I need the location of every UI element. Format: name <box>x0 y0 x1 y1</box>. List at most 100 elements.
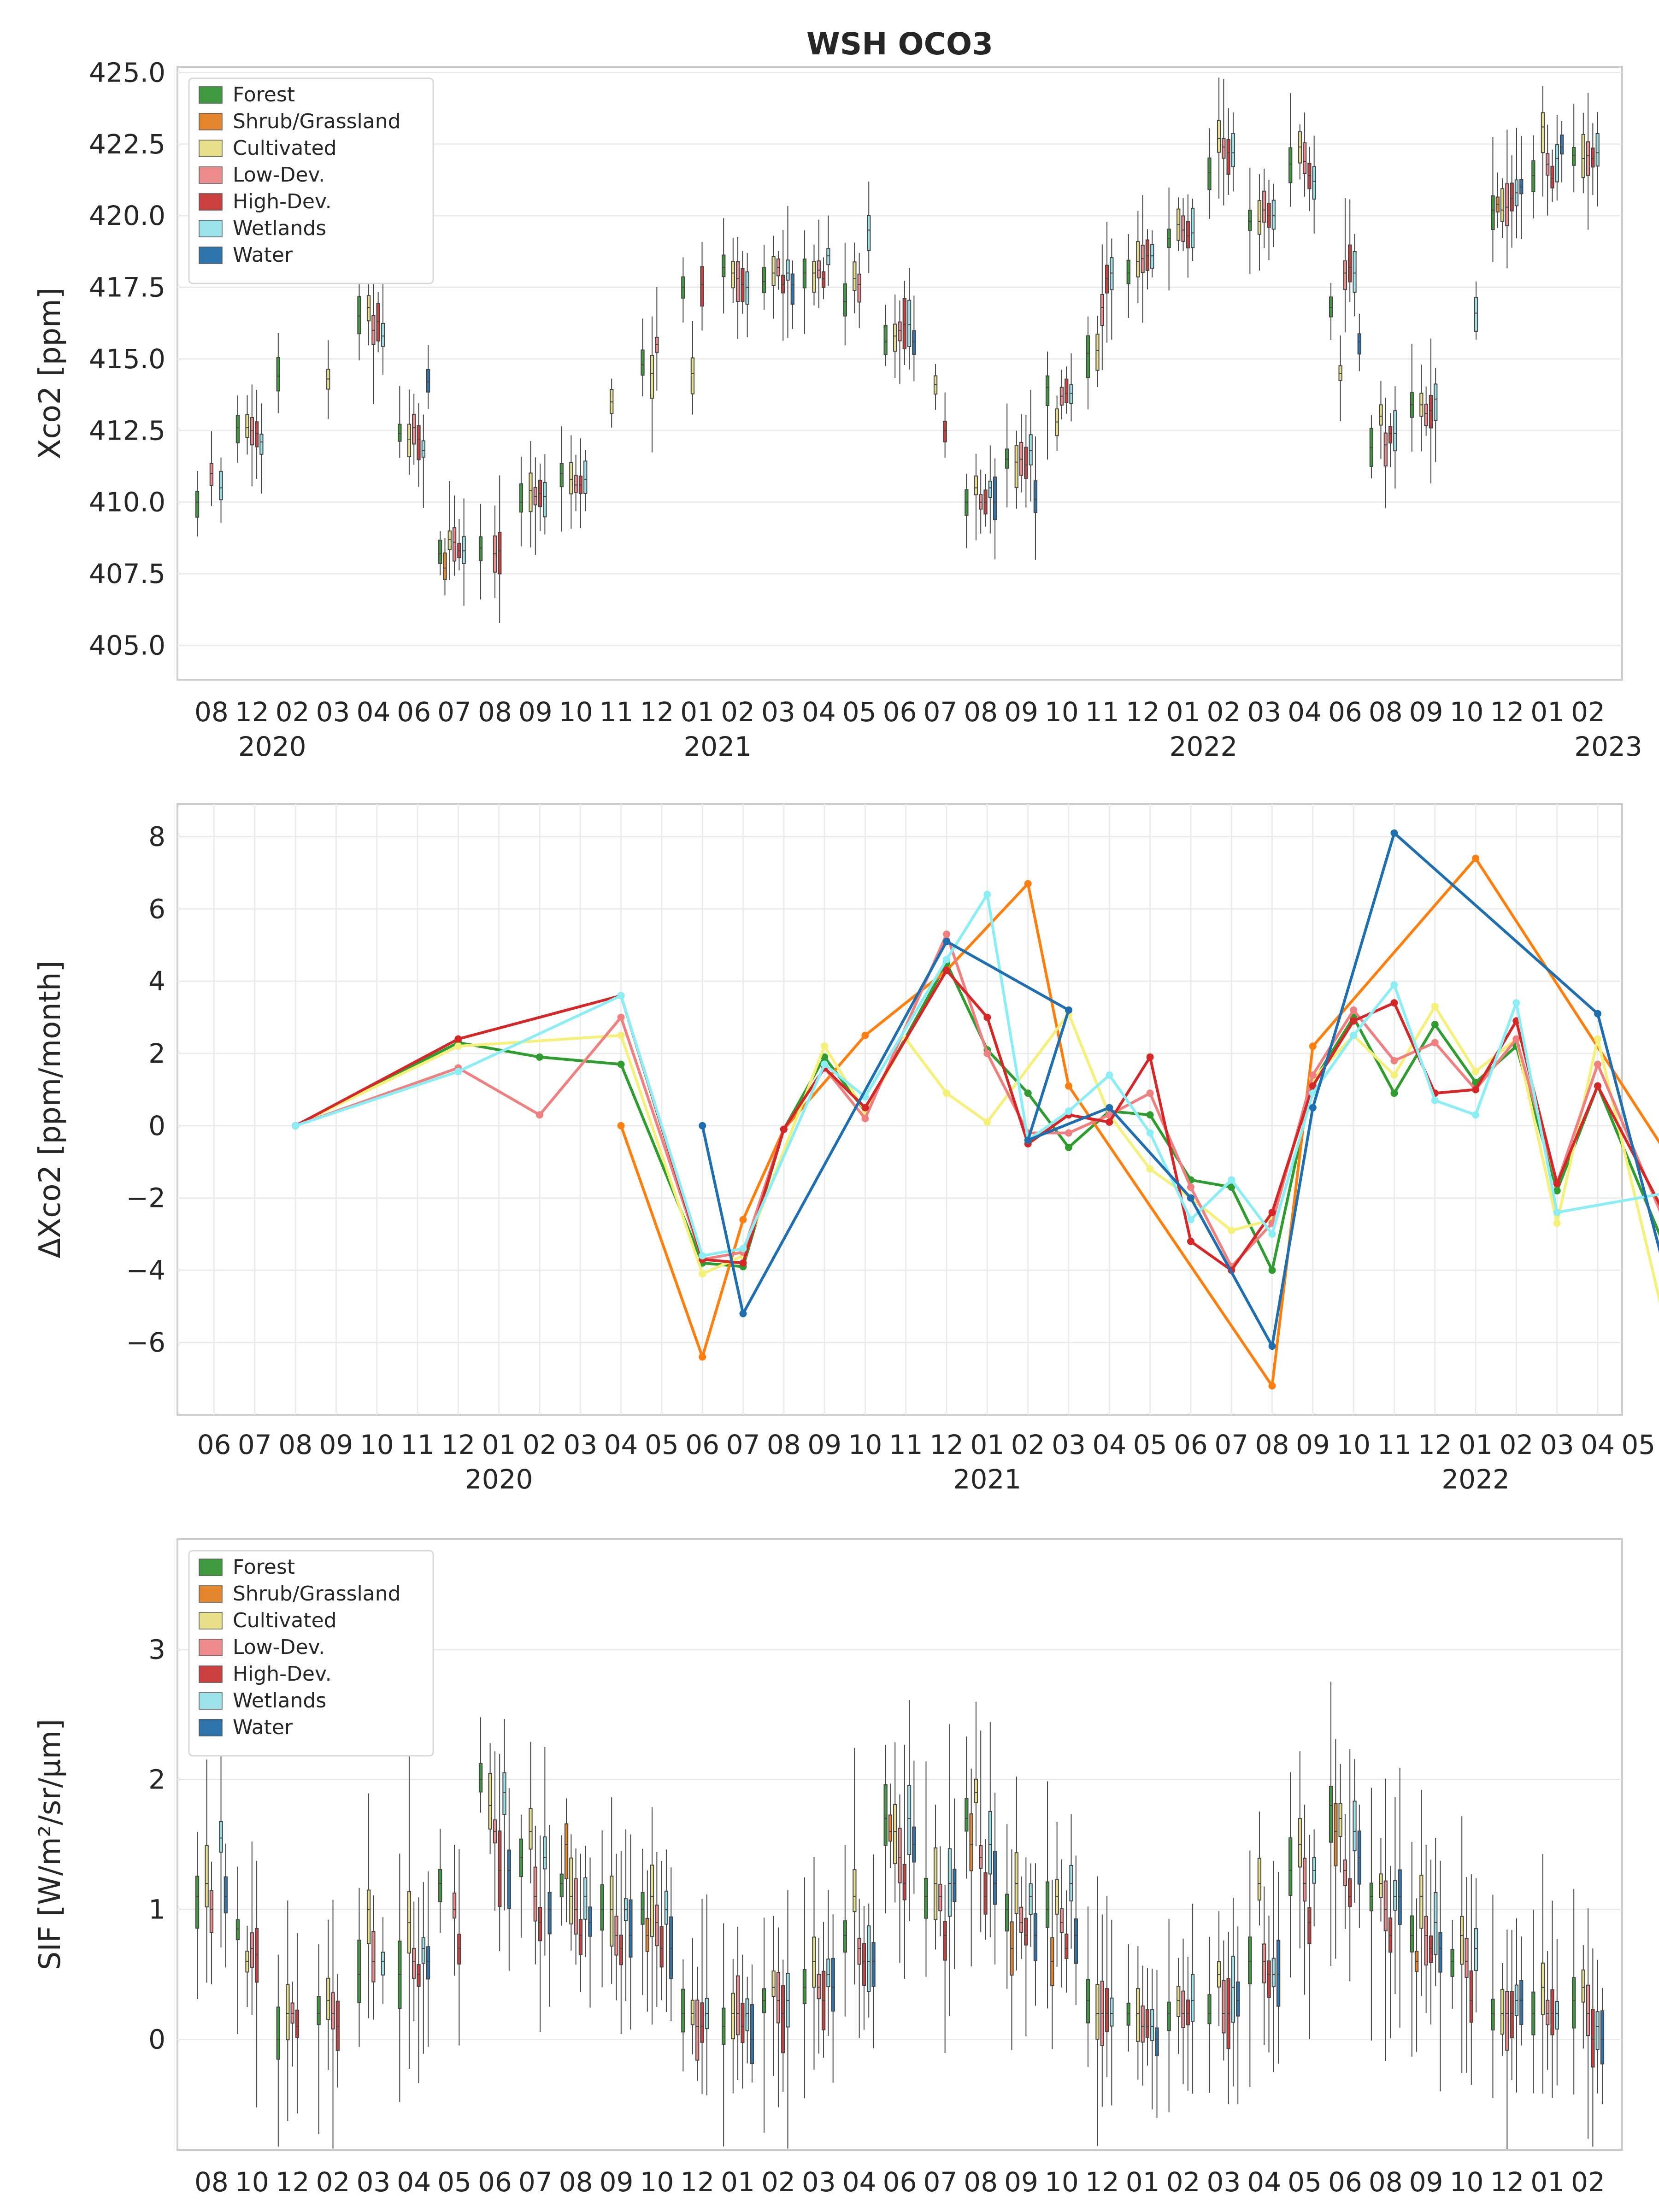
box-water-20 <box>993 1792 997 1965</box>
x-tick-label: 06 <box>197 1429 231 1460</box>
legend-swatch <box>199 193 223 211</box>
x-tick-label: 10 <box>1450 696 1484 728</box>
legend-swatch <box>199 113 223 130</box>
box-body <box>224 1876 228 1914</box>
x-tick-label: 04 <box>1288 696 1322 728</box>
box-wetlands-27 <box>1271 183 1276 247</box>
x-tick-label: 11 <box>1377 1429 1412 1460</box>
box-water-14 <box>750 1965 754 2083</box>
x-tick-label: 12 <box>680 2166 714 2198</box>
box-low-dev--25 <box>1181 1938 1185 2084</box>
legend-swatch <box>199 1692 223 1710</box>
box-forest-9 <box>519 457 524 547</box>
box-body <box>1519 1980 1524 2025</box>
box-body <box>412 414 416 445</box>
box-low-dev--29 <box>1343 1814 1347 1930</box>
box-forest-33 <box>1491 1894 1495 2098</box>
box-body <box>447 530 452 550</box>
box-high-dev--27 <box>1267 179 1271 260</box>
series-point <box>1472 1068 1480 1076</box>
box-body <box>205 1845 209 1907</box>
box-low-dev--16 <box>817 1938 821 2054</box>
box-body <box>1581 134 1585 178</box>
series-point <box>861 1115 869 1123</box>
box-body <box>462 536 466 564</box>
box-body <box>1136 1988 1140 2042</box>
box-cultivated-4 <box>326 340 330 419</box>
box-body <box>426 1946 430 1980</box>
box-wetlands-5 <box>381 272 385 375</box>
box-body <box>1465 1938 1469 1978</box>
x-tick-label: 12 <box>1490 2166 1524 2198</box>
y-tick-label: 412.5 <box>89 415 165 446</box>
box-high-dev--16 <box>821 1922 826 2058</box>
box-high-dev--30 <box>1388 413 1393 468</box>
box-low-dev--9 <box>533 457 537 555</box>
x-tick-label: 03 <box>1540 1429 1574 1460</box>
box-body <box>1302 1858 1307 1902</box>
box-body <box>1231 1955 1235 2023</box>
box-body <box>1410 1915 1414 1953</box>
box-high-dev--15 <box>781 230 785 341</box>
box-low-dev--21 <box>1019 1876 1024 1959</box>
x-tick-label: 08 <box>194 696 229 728</box>
x-tick-label: 09 <box>319 1429 353 1460</box>
box-body <box>1434 1892 1438 1955</box>
x-tick-label: 10 <box>1045 2166 1079 2198</box>
box-body <box>893 1804 897 1864</box>
box-wetlands-28 <box>1312 135 1316 234</box>
box-body <box>1393 1880 1397 1911</box>
box-body <box>988 1811 992 1875</box>
box-water-12 <box>669 1867 673 2022</box>
y-tick-label: 6 <box>148 893 165 924</box>
box-high-dev--11 <box>619 1851 623 2034</box>
box-body <box>1288 1837 1293 1896</box>
box-body <box>1469 1970 1473 2023</box>
box-high-dev--17 <box>862 1906 866 2030</box>
box-water-16 <box>831 1914 835 2083</box>
box-forest-16 <box>802 1877 807 2099</box>
box-high-dev--7 <box>457 519 461 571</box>
x-tick-label: 03 <box>1206 2166 1241 2198</box>
box-forest-23 <box>1086 1906 1090 2067</box>
box-body <box>781 1985 785 2053</box>
x-tick-label: 07 <box>238 1429 272 1460</box>
box-water-1 <box>224 1843 228 1968</box>
legend-entry: Water <box>233 243 293 267</box>
box-body <box>1005 1894 1009 1932</box>
box-forest-29 <box>1329 283 1333 340</box>
x-tick-label: 09 <box>807 1429 841 1460</box>
y-axis-label: ΔXco2 [ppm/month] <box>33 961 67 1259</box>
series-point <box>1187 1216 1194 1224</box>
box-low-dev--3 <box>290 1981 294 2067</box>
box-forest-25 <box>1167 1918 1171 2112</box>
box-forest-7 <box>438 1829 442 1933</box>
box-low-dev--33 <box>1505 1930 1509 2149</box>
box-body <box>924 1878 928 1919</box>
box-body <box>1086 1978 1090 2024</box>
series-point <box>1553 1208 1561 1216</box>
box-cultivated-32 <box>1460 1816 1464 2073</box>
box-body <box>1379 404 1383 426</box>
box-body <box>583 460 588 494</box>
box-marks <box>195 1682 1605 2149</box>
box-body <box>826 1959 830 1988</box>
box-body <box>1155 2027 1159 2056</box>
box-water-8 <box>507 1788 511 1971</box>
box-body <box>812 261 816 293</box>
x-tick-label: 04 <box>356 696 390 728</box>
box-body <box>417 1964 421 1987</box>
box-cultivated-33 <box>1500 1963 1505 2056</box>
box-wetlands-28 <box>1312 1829 1316 1927</box>
box-wetlands-8 <box>502 1719 506 1911</box>
box-low-dev--10 <box>574 1848 578 1965</box>
box-cultivated-20 <box>974 453 978 541</box>
box-body <box>641 1892 645 1925</box>
x-tick-label: 06 <box>883 2166 917 2198</box>
legend-swatch <box>199 1719 223 1736</box>
box-cultivated-21 <box>1014 430 1018 509</box>
box-body <box>245 414 249 438</box>
box-body <box>588 1906 592 1937</box>
series-point <box>821 1060 829 1068</box>
x-tick-label: 04 <box>1247 2166 1281 2198</box>
